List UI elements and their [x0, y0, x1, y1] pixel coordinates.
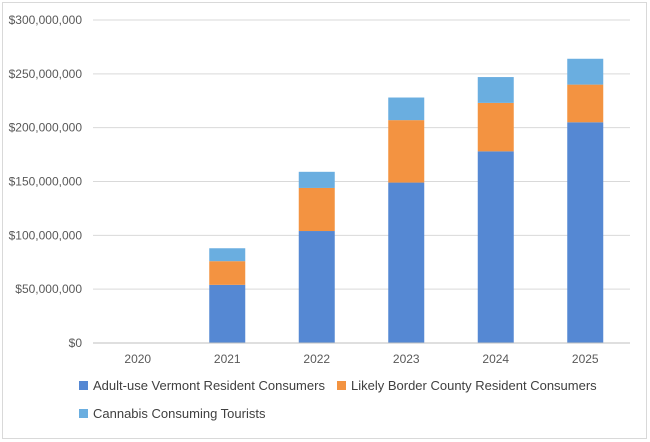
bar-segment: [567, 122, 604, 344]
y-axis-ticks: $0 $50,000,000 $100,000,000 $150,000,000 $20…: [9, 13, 83, 350]
bars: [209, 58, 604, 344]
bar-segment: [477, 102, 514, 152]
legend-label: Adult-use Vermont Resident Consumers: [93, 378, 325, 393]
bar-segment: [567, 84, 604, 123]
y-tick-label: $250,000,000: [9, 67, 83, 81]
y-tick-label: $0: [69, 336, 83, 350]
bar-segment: [298, 187, 335, 232]
legend-swatch: [79, 409, 88, 418]
bar-segment: [567, 58, 604, 85]
bar-segment: [298, 231, 335, 343]
legend-swatch: [337, 381, 346, 390]
legend-label: Cannabis Consuming Tourists: [93, 406, 266, 421]
bar-segment: [388, 182, 425, 343]
gridlines: [93, 19, 630, 290]
bar-segment: [388, 120, 425, 183]
bar-segment: [388, 97, 425, 121]
legend-label: Likely Border County Resident Consumers: [351, 378, 597, 393]
bar-segment: [298, 171, 335, 188]
legend-swatch: [79, 381, 88, 390]
x-tick-label: 2025: [572, 352, 599, 366]
x-tick-label: 2020: [124, 352, 151, 366]
y-tick-label: $100,000,000: [9, 228, 83, 242]
y-tick-label: $50,000,000: [15, 282, 82, 296]
bar-segment: [209, 284, 246, 343]
bar-segment: [209, 248, 246, 262]
x-tick-label: 2022: [303, 352, 330, 366]
x-tick-label: 2024: [482, 352, 509, 366]
legend: Adult-use Vermont Resident Consumers Like…: [79, 378, 597, 421]
bar-segment: [209, 261, 246, 285]
x-tick-label: 2023: [393, 352, 420, 366]
y-tick-label: $150,000,000: [9, 175, 83, 189]
bar-segment: [477, 77, 514, 103]
y-tick-label: $300,000,000: [9, 13, 83, 27]
x-tick-label: 2021: [214, 352, 241, 366]
x-axis-ticks: 2020 2021 2022 2023 2024 2025: [124, 352, 599, 366]
bar-segment: [477, 151, 514, 343]
y-tick-label: $200,000,000: [9, 121, 83, 135]
